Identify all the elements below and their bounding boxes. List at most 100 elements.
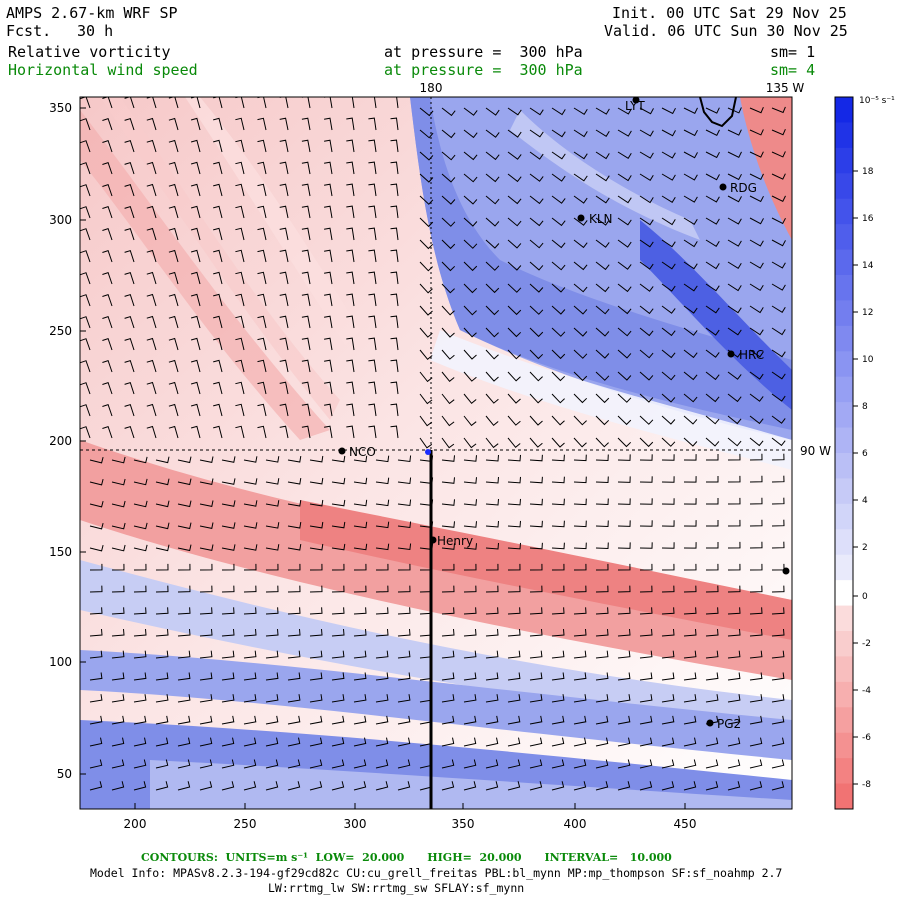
wind-barb bbox=[190, 381, 201, 395]
wind-barb bbox=[683, 476, 697, 483]
wind-barb bbox=[683, 437, 698, 447]
wind-barb bbox=[353, 628, 367, 637]
wind-barb bbox=[368, 403, 377, 417]
wind-barb bbox=[397, 563, 411, 571]
wind-barb bbox=[80, 228, 91, 241]
wind-barb bbox=[595, 781, 609, 791]
wind-barb bbox=[441, 261, 456, 272]
wind-barb bbox=[102, 315, 113, 329]
wind-barb bbox=[573, 585, 587, 593]
colorbar-swatch bbox=[835, 732, 853, 759]
wind-barb bbox=[190, 403, 201, 417]
wind-barb bbox=[177, 715, 191, 725]
wind-barb bbox=[155, 672, 169, 681]
wind-barb bbox=[617, 151, 632, 159]
wind-barb bbox=[683, 393, 698, 403]
wind-barb bbox=[507, 327, 522, 338]
wind-barb bbox=[146, 117, 157, 131]
wind-barb bbox=[463, 129, 478, 139]
wind-barb bbox=[146, 183, 157, 197]
wind-barb bbox=[331, 715, 345, 725]
wind-barb bbox=[749, 694, 763, 703]
wind-barb bbox=[727, 759, 741, 769]
wind-barb bbox=[146, 293, 157, 307]
wind-barb bbox=[771, 371, 786, 380]
wind-barb bbox=[617, 607, 631, 615]
wind-barb bbox=[309, 759, 323, 769]
wind-barb bbox=[124, 117, 135, 131]
wind-barb bbox=[133, 672, 147, 681]
wind-barb bbox=[146, 227, 157, 241]
wind-barb bbox=[441, 195, 456, 205]
wind-barb bbox=[419, 393, 433, 405]
wind-barb bbox=[102, 293, 113, 307]
wind-barb bbox=[124, 403, 135, 417]
wind-barb bbox=[390, 337, 399, 351]
wind-barb bbox=[485, 759, 499, 769]
wind-barb bbox=[441, 393, 455, 405]
wind-barb bbox=[397, 737, 411, 747]
wind-barb bbox=[749, 607, 763, 615]
wind-barb bbox=[368, 205, 377, 219]
wind-barb bbox=[177, 478, 192, 486]
wind-barb bbox=[301, 97, 311, 109]
wind-barb bbox=[301, 139, 311, 153]
station-lyt-dot bbox=[632, 96, 640, 104]
wind-barb bbox=[375, 477, 390, 485]
wind-barb bbox=[390, 97, 399, 109]
wind-barb bbox=[353, 563, 367, 571]
wind-barb bbox=[331, 672, 345, 681]
wind-barb bbox=[368, 425, 377, 439]
wind-barb bbox=[235, 359, 245, 373]
wind-barb bbox=[390, 315, 399, 329]
wind-barb bbox=[102, 183, 113, 197]
wind-barb bbox=[661, 327, 676, 337]
wind-barb bbox=[279, 249, 289, 263]
wind-barb bbox=[705, 759, 719, 769]
wind-barb bbox=[683, 585, 697, 593]
wind-barb bbox=[146, 359, 157, 373]
wind-barb bbox=[235, 139, 245, 153]
wind-barb bbox=[573, 759, 587, 769]
wind-barb bbox=[507, 239, 522, 249]
wind-barb bbox=[397, 781, 411, 791]
wind-barb bbox=[551, 371, 566, 382]
wind-barb bbox=[749, 261, 764, 269]
wind-barb bbox=[168, 205, 179, 219]
wind-barb bbox=[706, 542, 719, 549]
wind-barb bbox=[727, 694, 741, 703]
wind-barb bbox=[617, 563, 631, 571]
wind-barb bbox=[529, 737, 543, 747]
wind-barb bbox=[749, 239, 764, 247]
wind-barb bbox=[749, 437, 764, 447]
wind-barb bbox=[639, 476, 653, 483]
wind-barb bbox=[168, 271, 179, 285]
wind-barb bbox=[706, 498, 719, 505]
wind-barb bbox=[617, 349, 632, 359]
wind-barb bbox=[111, 737, 125, 747]
wind-barb bbox=[551, 107, 566, 116]
wind-barb bbox=[353, 715, 367, 725]
wind-barb bbox=[441, 477, 455, 484]
wind-barb bbox=[551, 694, 565, 703]
wind-barb bbox=[102, 271, 113, 285]
wind-barb bbox=[705, 283, 720, 292]
wind-barb bbox=[551, 349, 566, 360]
wind-barb bbox=[749, 781, 763, 791]
wind-barb bbox=[221, 694, 235, 703]
colorbar-swatch bbox=[835, 605, 853, 632]
wind-barb bbox=[353, 759, 367, 769]
wind-barb bbox=[705, 694, 719, 703]
wind-barb bbox=[771, 393, 786, 402]
wind-barb bbox=[243, 544, 258, 551]
colorbar-label: -2 bbox=[862, 639, 871, 649]
wind-barb bbox=[221, 522, 236, 529]
wind-barb bbox=[617, 371, 632, 381]
wind-barb bbox=[80, 162, 91, 175]
wind-barb bbox=[111, 672, 125, 681]
wind-barb bbox=[133, 759, 147, 769]
field1-name: Relative vorticity bbox=[8, 43, 171, 61]
wind-barb bbox=[551, 283, 566, 293]
colorbar-label: -6 bbox=[862, 733, 871, 743]
wind-barb bbox=[287, 650, 301, 659]
